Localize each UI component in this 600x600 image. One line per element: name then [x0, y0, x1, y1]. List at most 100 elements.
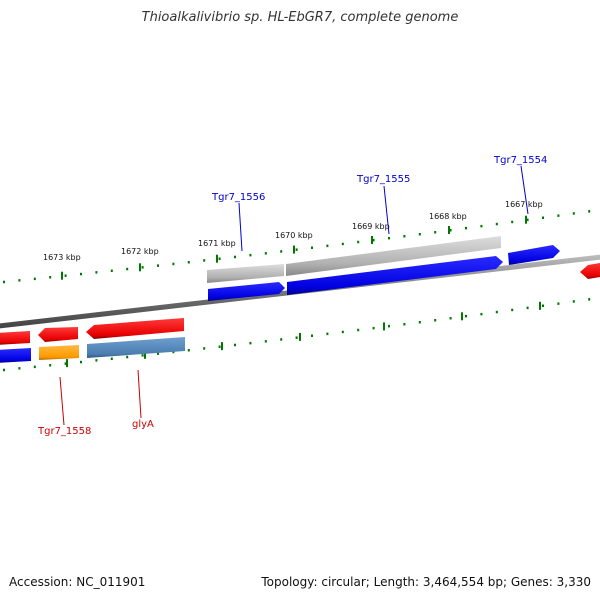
minor-tick [388, 236, 390, 240]
label-connector [137, 369, 142, 419]
minor-tick [187, 349, 190, 352]
gene-feature-red[interactable] [38, 327, 78, 342]
minor-tick [18, 367, 21, 370]
minor-tick [403, 323, 406, 326]
minor-tick [326, 244, 329, 248]
gene-feature-red[interactable] [86, 318, 184, 339]
minor-tick [341, 330, 344, 334]
minor-tick [110, 269, 113, 272]
major-tick [448, 226, 450, 234]
minor-tick [264, 252, 267, 255]
tick-label: 1667 kbp [505, 200, 543, 209]
minor-tick [280, 250, 283, 253]
tick-label: 1673 kbp [43, 253, 81, 262]
minor-tick [542, 216, 544, 219]
minor-tick [249, 253, 252, 257]
gene-label-tgr7-1556[interactable]: Tgr7_1556 [211, 192, 265, 203]
minor-tick [203, 347, 206, 350]
gene-feature-steel[interactable] [87, 337, 185, 358]
minor-tick [588, 210, 591, 213]
minor-tick [465, 314, 467, 318]
minor-tick [526, 306, 529, 310]
gene-feature-blue[interactable] [208, 282, 285, 301]
minor-tick [264, 340, 267, 343]
genome-summary-text: Topology: circular; Length: 3,464,554 bp… [261, 575, 591, 589]
tick-label: 1668 kbp [429, 212, 467, 221]
minor-tick [418, 233, 421, 236]
major-tick [66, 359, 68, 368]
minor-tick [526, 218, 529, 222]
tick-label: 1672 kbp [121, 247, 159, 256]
major-tick [383, 322, 385, 331]
minor-tick [33, 365, 36, 369]
major-tick [461, 312, 463, 321]
minor-tick [95, 271, 98, 274]
gene-feature-blue[interactable] [508, 245, 560, 265]
minor-tick [449, 317, 452, 320]
minor-tick [295, 336, 298, 339]
minor-tick [218, 257, 221, 260]
minor-tick [141, 266, 144, 269]
minor-tick [403, 235, 406, 238]
minor-tick [33, 277, 36, 281]
minor-tick [64, 362, 67, 365]
minor-tick [357, 240, 360, 244]
upper-tick-track [3, 210, 591, 284]
major-tick [525, 215, 527, 224]
minor-tick [172, 262, 175, 266]
gene-label-tgr7-1554[interactable]: Tgr7_1554 [493, 155, 547, 166]
gene-label-tgr7-1558[interactable]: Tgr7_1558 [37, 426, 91, 437]
minor-tick [126, 355, 129, 359]
minor-tick [449, 229, 452, 232]
minor-tick [434, 319, 437, 322]
minor-tick [572, 300, 575, 303]
major-tick [139, 263, 141, 272]
minor-tick [326, 332, 329, 336]
minor-tick [495, 222, 498, 226]
gene-feature-blue[interactable] [287, 256, 503, 295]
accession-text: Accession: NC_011901 [9, 575, 146, 589]
minor-tick [418, 321, 421, 324]
minor-tick [110, 357, 113, 360]
minor-tick [480, 224, 483, 228]
minor-tick [372, 326, 375, 330]
minor-tick [187, 261, 190, 264]
minor-tick [341, 242, 344, 246]
minor-tick [234, 343, 236, 347]
major-tick [221, 342, 223, 351]
major-tick [293, 245, 295, 254]
minor-tick [203, 259, 206, 262]
gene-feature-orange[interactable] [39, 345, 79, 360]
minor-tick [511, 308, 514, 312]
minor-tick [49, 276, 52, 279]
minor-tick [280, 338, 283, 341]
major-tick [61, 271, 63, 280]
major-tick [539, 301, 541, 310]
minor-tick [18, 279, 21, 282]
minor-tick [3, 280, 5, 284]
gene-feature-blue[interactable] [0, 348, 31, 363]
minor-tick [572, 212, 575, 215]
gene-feature-red[interactable] [580, 262, 600, 279]
gene-feature-gray[interactable] [286, 236, 501, 276]
gene-feature-gray[interactable] [207, 264, 284, 283]
minor-tick [311, 334, 313, 337]
minor-tick [157, 352, 159, 355]
gene-label-glya[interactable]: glyA [132, 419, 154, 430]
gene-feature-red[interactable] [0, 331, 30, 345]
minor-tick [495, 310, 498, 314]
minor-tick [234, 255, 236, 259]
tick-label: 1669 kbp [352, 222, 390, 231]
minor-tick [95, 359, 98, 362]
minor-tick [64, 274, 67, 277]
minor-tick [557, 302, 560, 305]
gene-label-tgr7-1555[interactable]: Tgr7_1555 [356, 174, 410, 185]
minor-tick [542, 304, 544, 307]
minor-tick [3, 368, 5, 372]
minor-tick [557, 214, 560, 217]
minor-tick [434, 231, 437, 234]
major-tick [144, 350, 146, 359]
minor-tick [49, 364, 52, 367]
major-tick [299, 332, 301, 341]
